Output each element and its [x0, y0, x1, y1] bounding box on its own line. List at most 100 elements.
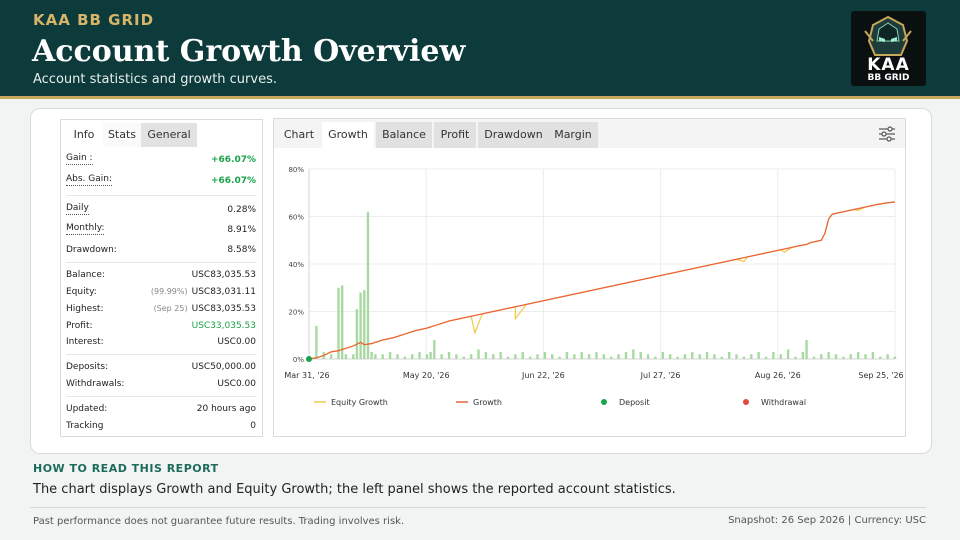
x-tick-label: Sep 25, '26 — [858, 371, 903, 380]
daily-bar — [352, 354, 355, 359]
daily-bar — [864, 354, 867, 359]
daily-bar — [668, 354, 672, 359]
stat-row-equity: Equity: (99.99%) USC83,031.11 — [66, 284, 256, 300]
stat-label[interactable]: Monthly: — [66, 223, 105, 235]
growth-chart: 0% 20% 40% 60% 80% Mar 31, '26 May 20, '26 Jun … — [284, 166, 903, 407]
stat-label: Balance: — [66, 270, 105, 280]
daily-bar — [536, 354, 539, 359]
tab-info[interactable]: Info — [73, 128, 95, 141]
daily-bar — [329, 354, 333, 359]
page-subtitle: Account statistics and growth curves. — [33, 72, 277, 87]
stats-panel: Info Stats General Gain : +66.07% Abs. G… — [60, 119, 263, 437]
daily-bar — [521, 351, 524, 359]
tab-profit[interactable]: Profit — [434, 122, 476, 148]
stat-row-highest: Highest: (Sep 25) USC83,035.53 — [66, 301, 256, 317]
daily-bar — [370, 351, 373, 359]
daily-bar — [812, 356, 816, 359]
stat-label[interactable]: Daily — [66, 203, 89, 215]
stats-tabbar: Info Stats General — [61, 120, 262, 148]
stat-row-gain: Gain : +66.07% — [66, 152, 256, 168]
daily-bar — [337, 287, 340, 359]
snapshot-info: Snapshot: 26 Sep 2026 | Currency: USC — [728, 515, 926, 526]
daily-bar — [499, 351, 502, 359]
page-title: Account Growth Overview — [32, 34, 466, 69]
deposit-marker — [306, 356, 312, 362]
stat-label[interactable]: Abs. Gain: — [66, 174, 113, 186]
stat-value: USC33,035.53 — [191, 321, 256, 331]
daily-bar — [849, 354, 852, 359]
daily-bar — [713, 354, 716, 359]
daily-bar — [433, 340, 436, 359]
x-tick-label: Mar 31, '26 — [284, 371, 329, 380]
stat-row-updated: Updated: 20 hours ago — [66, 401, 256, 417]
sliders-icon[interactable] — [878, 125, 896, 143]
report-header: KAA BB GRID Account Growth Overview Acco… — [0, 0, 960, 99]
brand-logo: KAA BB GRID — [851, 11, 926, 86]
tab-balance[interactable]: Balance — [376, 122, 432, 148]
daily-bar — [735, 354, 738, 359]
daily-bar — [565, 351, 569, 359]
logo-text: KAA — [867, 55, 910, 75]
daily-bar — [440, 354, 443, 359]
daily-bar — [484, 351, 488, 359]
stat-value: USC50,000.00 — [191, 362, 256, 372]
daily-bar — [514, 354, 517, 359]
brand-name: KAA BB GRID — [33, 11, 155, 29]
stat-label: Profit: — [66, 321, 93, 331]
daily-bar — [842, 356, 845, 359]
tab-drawdown[interactable]: Drawdown — [478, 122, 549, 148]
tab-general[interactable]: General — [141, 123, 197, 147]
stat-row-monthly: Monthly: 8.91% — [66, 222, 256, 238]
stat-label: Interest: — [66, 337, 104, 347]
stat-value: 0 — [250, 421, 256, 431]
daily-bar — [742, 356, 746, 359]
legend-deposit-swatch — [601, 399, 607, 405]
daily-bar — [879, 356, 882, 359]
daily-bar — [344, 354, 348, 359]
daily-bar — [410, 354, 414, 359]
daily-bar — [418, 351, 421, 359]
tab-margin[interactable]: Margin — [548, 122, 598, 148]
stat-label[interactable]: Gain : — [66, 153, 93, 165]
daily-bar — [834, 354, 838, 359]
daily-bar — [805, 340, 808, 359]
divider — [66, 396, 256, 397]
tab-stats[interactable]: Stats — [103, 123, 141, 147]
daily-bar — [573, 354, 576, 359]
logo-subtext: BB GRID — [867, 73, 910, 83]
stat-value: USC0.00 — [217, 337, 256, 347]
daily-bar — [705, 351, 709, 359]
howto-heading: HOW TO READ THIS REPORT — [33, 462, 219, 475]
x-tick-label: Jun 22, '26 — [521, 371, 565, 380]
divider — [66, 195, 256, 196]
daily-bar — [646, 354, 650, 359]
equity-growth-line — [308, 201, 896, 360]
y-tick-label: 40% — [288, 261, 304, 269]
daily-bar — [801, 351, 805, 359]
stat-value: 8.91% — [227, 225, 256, 235]
tab-growth[interactable]: Growth — [322, 122, 374, 148]
stat-value: 8.58% — [227, 245, 256, 255]
daily-bar — [388, 351, 392, 359]
daily-bar — [374, 354, 377, 359]
daily-bar — [727, 351, 731, 359]
stat-label: Equity: — [66, 287, 97, 297]
daily-bar — [750, 354, 753, 359]
stat-label: Updated: — [66, 404, 108, 414]
tab-chart[interactable]: Chart — [283, 128, 315, 141]
divider — [66, 262, 256, 263]
daily-bar — [871, 351, 875, 359]
daily-bar — [683, 354, 687, 359]
legend-withdrawal-swatch — [743, 399, 749, 405]
equity-percent: (99.99%) — [150, 287, 188, 296]
x-tick-label: May 20, '26 — [403, 371, 450, 380]
disclaimer: Past performance does not guarantee futu… — [33, 516, 405, 527]
daily-bar — [764, 356, 768, 359]
stat-label: Deposits: — [66, 362, 109, 372]
daily-bar — [543, 351, 547, 359]
stat-value: 20 hours ago — [196, 404, 256, 414]
daily-bar — [827, 351, 830, 359]
daily-bar — [676, 356, 679, 359]
stat-value: USC83,031.11 — [191, 287, 256, 297]
stat-value: USC83,035.53 — [191, 270, 256, 280]
